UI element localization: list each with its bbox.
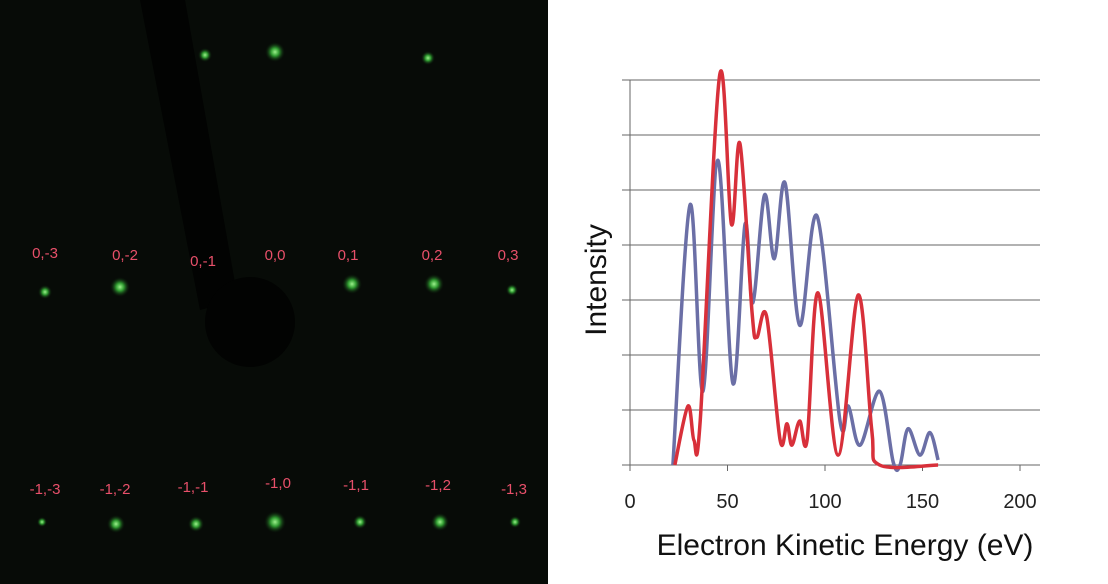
x-tick-label: 50: [716, 491, 738, 513]
x-axis-title: Electron Kinetic Energy (eV): [657, 529, 1034, 562]
spot: [421, 51, 435, 65]
spot: [264, 511, 286, 533]
spot-label: 0,1: [338, 247, 359, 264]
spot: [198, 48, 212, 62]
spot-label: 0,2: [422, 247, 443, 264]
spot-label: -1,-1: [178, 479, 209, 496]
spot-label: 0,-3: [32, 245, 58, 262]
spot: [424, 274, 444, 294]
spot: [38, 285, 52, 299]
spot-label: 0,-2: [112, 247, 138, 264]
spot-label: -1,2: [425, 477, 451, 494]
x-tick-label: 200: [1003, 491, 1036, 513]
spot-label: 0,0: [265, 247, 286, 264]
spot: [110, 277, 130, 297]
diffraction-spots: [37, 42, 521, 533]
x-tick-label: 0: [624, 491, 635, 513]
y-axis-title: Intensity: [580, 224, 613, 336]
spot: [353, 515, 367, 529]
x-tick-label: 150: [906, 491, 939, 513]
spot-label: 0,3: [498, 247, 519, 264]
spot-label: -1,-3: [30, 481, 61, 498]
sample-holder-shadow: [140, 0, 238, 310]
spot: [107, 515, 125, 533]
spot: [506, 284, 518, 296]
x-tick-label: 100: [808, 491, 841, 513]
sample-holder-shadow: [205, 277, 295, 367]
spot-label: -1,1: [343, 477, 369, 494]
spot-label: 0,-1: [190, 253, 216, 270]
spot: [342, 274, 362, 294]
spot-label: -1,-2: [100, 481, 131, 498]
spot: [37, 517, 47, 527]
series-line: [673, 69, 939, 470]
spot: [431, 513, 449, 531]
spot: [265, 42, 285, 62]
spot-label: -1,3: [501, 481, 527, 498]
spot: [188, 516, 204, 532]
spot-label: -1,0: [265, 475, 291, 492]
spot: [509, 516, 521, 528]
